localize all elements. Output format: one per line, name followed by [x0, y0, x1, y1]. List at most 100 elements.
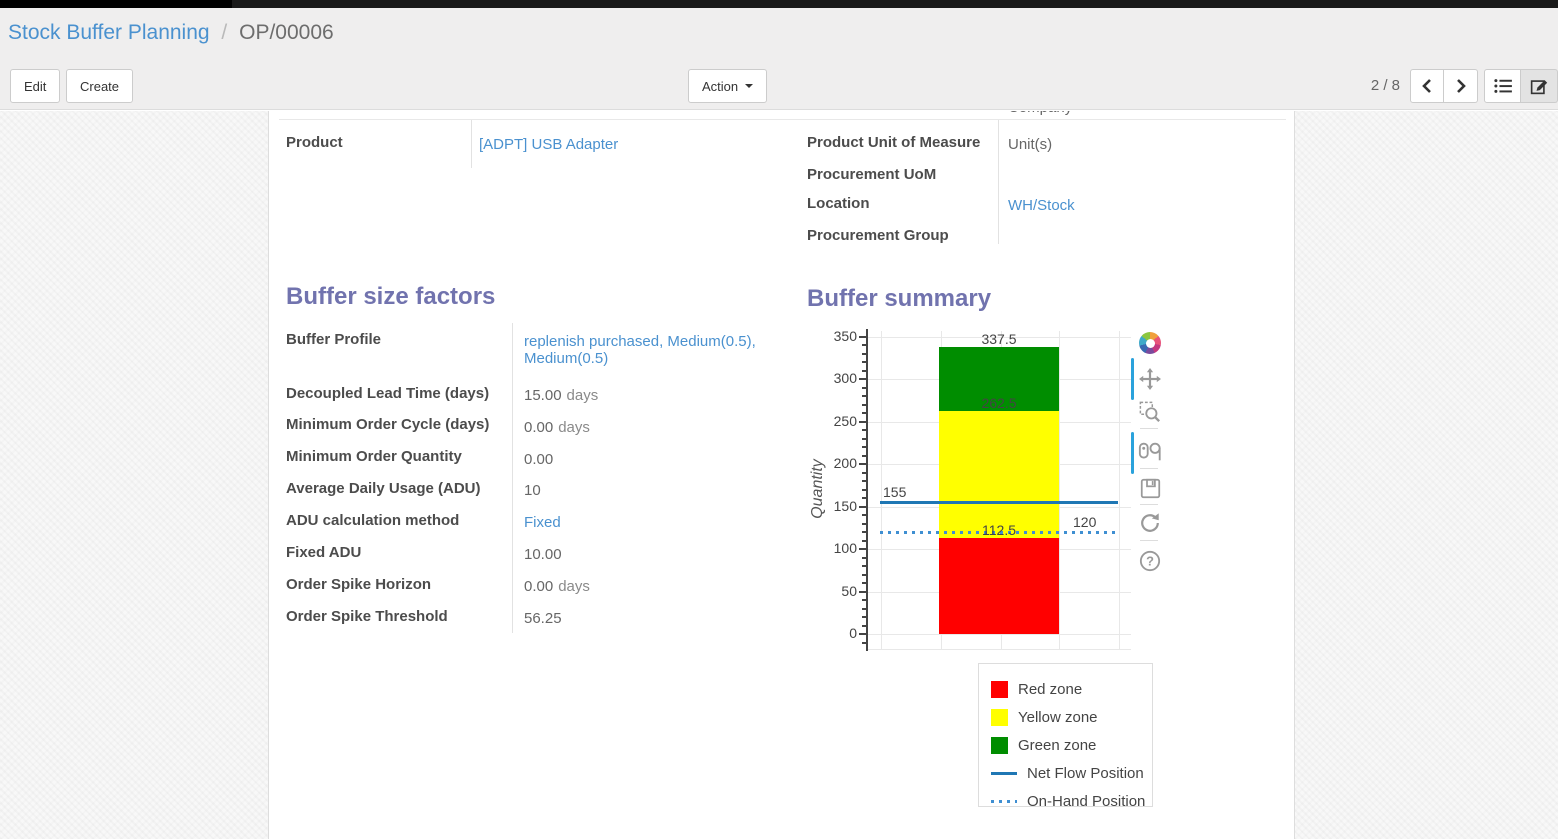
chart-plot: 112.5 262.5 337.5 155 120 0 50 100 150 200 250 300 3… — [809, 326, 1169, 671]
y-axis-tick — [862, 497, 867, 499]
modebar-active-indicator — [1131, 432, 1134, 474]
on-hand-value-label: 120 — [1073, 514, 1097, 530]
field-label-product-uom: Product Unit of Measure — [807, 134, 981, 151]
y-axis-tick-label: 50 — [841, 582, 857, 599]
chart-legend: Red zone Yellow zone Green zone Net Flow… — [978, 663, 1153, 810]
y-axis-tick — [862, 599, 867, 601]
product-link[interactable]: [ADPT] USB Adapter — [479, 136, 619, 153]
y-axis-tick — [862, 480, 867, 482]
chart-modebar: ? — [1130, 329, 1170, 589]
breadcrumb-separator: / — [221, 21, 228, 44]
legend-item-red-zone[interactable]: Red zone — [991, 675, 1152, 703]
field-label-adu: Average Daily Usage (ADU) — [286, 480, 481, 497]
app-menu-segment — [0, 0, 232, 8]
field-label-procurement-group: Procurement Group — [807, 227, 949, 244]
legend-item-net-flow[interactable]: Net Flow Position — [991, 759, 1152, 787]
breadcrumb-current: OP/00006 — [239, 21, 334, 44]
buffer-profile-link[interactable]: replenish purchased, Medium(0.5), Medium… — [524, 333, 756, 367]
y-axis-tick-label: 150 — [833, 497, 857, 514]
field-value-min-order-qty: 0.00 — [524, 451, 554, 468]
reset-axes-button[interactable] — [1138, 511, 1162, 535]
y-axis-tick — [862, 412, 867, 414]
y-axis-line — [866, 329, 868, 651]
bar-value-label: 337.5 — [981, 331, 1017, 348]
y-axis-tick-label: 200 — [833, 455, 857, 471]
save-image-button[interactable] — [1138, 476, 1162, 500]
y-axis-tick — [859, 505, 867, 508]
y-axis-tick — [862, 403, 867, 406]
modebar-active-indicator — [1131, 358, 1134, 400]
y-axis-tick — [862, 352, 867, 355]
hover-compare-button[interactable] — [1138, 440, 1162, 464]
y-axis-tick — [859, 420, 867, 423]
net-flow-position-line — [880, 501, 1118, 505]
y-axis-tick — [862, 573, 867, 576]
field-label-procurement-uom: Procurement UoM — [807, 166, 937, 183]
y-axis-tick-label: 300 — [833, 370, 857, 386]
legend-item-yellow-zone[interactable]: Yellow zone — [991, 703, 1152, 731]
y-axis-tick — [862, 565, 867, 567]
help-icon: ? — [1139, 550, 1161, 572]
chevron-down-icon — [745, 84, 754, 88]
y-axis-tick — [862, 386, 867, 389]
y-axis-tick — [862, 616, 867, 618]
zoom-box-button[interactable] — [1138, 400, 1162, 424]
field-label-spike-threshold: Order Spike Threshold — [286, 608, 448, 625]
field-label-min-order-cycle: Minimum Order Cycle (days) — [286, 416, 490, 433]
field-value-buffer-profile: replenish purchased, Medium(0.5), Medium… — [524, 333, 776, 367]
adu-method-link[interactable]: Fixed — [524, 514, 561, 531]
field-value-product-uom: Unit(s) — [1008, 136, 1053, 153]
y-axis-tick — [862, 344, 867, 346]
legend-item-on-hand[interactable]: On-Hand Position — [991, 787, 1152, 815]
plot-bottom-border — [867, 649, 1131, 650]
field-label-adu-method: ADU calculation method — [286, 512, 460, 529]
buffer-summary-chart[interactable]: Quantity 112.5 262.5 337.5 155 120 0 50 100 150 2… — [809, 326, 1169, 671]
y-axis-tick — [862, 361, 867, 363]
gridline-horizontal — [867, 336, 1131, 338]
gridline-vertical — [1119, 331, 1120, 649]
list-icon — [1493, 79, 1512, 93]
y-axis-tick — [862, 369, 867, 372]
y-axis-tick — [862, 395, 867, 397]
field-value-spike-horizon: 0.00 days — [524, 578, 590, 595]
pager-previous-button[interactable] — [1410, 69, 1444, 103]
y-axis-tick — [862, 531, 867, 533]
location-link[interactable]: WH/Stock — [1008, 197, 1075, 214]
field-value-min-order-cycle: 0.00 days — [524, 419, 590, 436]
help-button[interactable]: ? — [1138, 549, 1162, 573]
y-axis-tick — [862, 624, 867, 627]
y-axis-tick — [862, 582, 867, 584]
plotly-logo-button[interactable] — [1138, 331, 1162, 355]
list-view-button[interactable] — [1484, 69, 1521, 103]
field-label-spike-horizon: Order Spike Horizon — [286, 576, 432, 593]
y-axis-tick — [862, 556, 867, 559]
plotly-logo-icon — [1139, 332, 1161, 354]
y-axis-tick — [859, 633, 867, 635]
y-axis-tick — [859, 548, 867, 550]
legend-label: On-Hand Position — [1027, 792, 1146, 810]
y-axis-tick — [862, 539, 867, 542]
bar-value-label: 262.5 — [981, 394, 1017, 411]
y-axis-tick — [859, 463, 867, 465]
y-axis-tick — [862, 607, 867, 610]
form-view-button[interactable] — [1521, 69, 1558, 103]
chevron-right-icon — [1456, 79, 1466, 93]
edit-button[interactable]: Edit — [10, 69, 61, 103]
net-flow-line-swatch — [991, 771, 1017, 775]
field-value-fixed-adu: 10.00 — [524, 546, 562, 563]
legend-label: Red zone — [1018, 680, 1083, 698]
net-flow-value-label: 155 — [883, 484, 907, 501]
pager-counter: 2 / 8 — [1370, 77, 1400, 94]
chevron-left-icon — [1422, 79, 1431, 93]
pan-button[interactable] — [1138, 367, 1162, 391]
y-axis-tick — [862, 471, 867, 474]
action-dropdown-button[interactable]: Action — [688, 69, 768, 103]
field-label-min-order-qty: Minimum Order Quantity — [286, 448, 462, 465]
legend-item-green-zone[interactable]: Green zone — [991, 731, 1152, 759]
breadcrumb: Stock Buffer Planning / OP/00006 — [8, 21, 334, 45]
create-button[interactable]: Create — [66, 69, 134, 103]
breadcrumb-parent-link[interactable]: Stock Buffer Planning — [8, 21, 210, 44]
legend-label: Yellow zone — [1018, 708, 1098, 726]
pager-next-button[interactable] — [1444, 69, 1478, 103]
y-axis-tick — [862, 514, 867, 516]
